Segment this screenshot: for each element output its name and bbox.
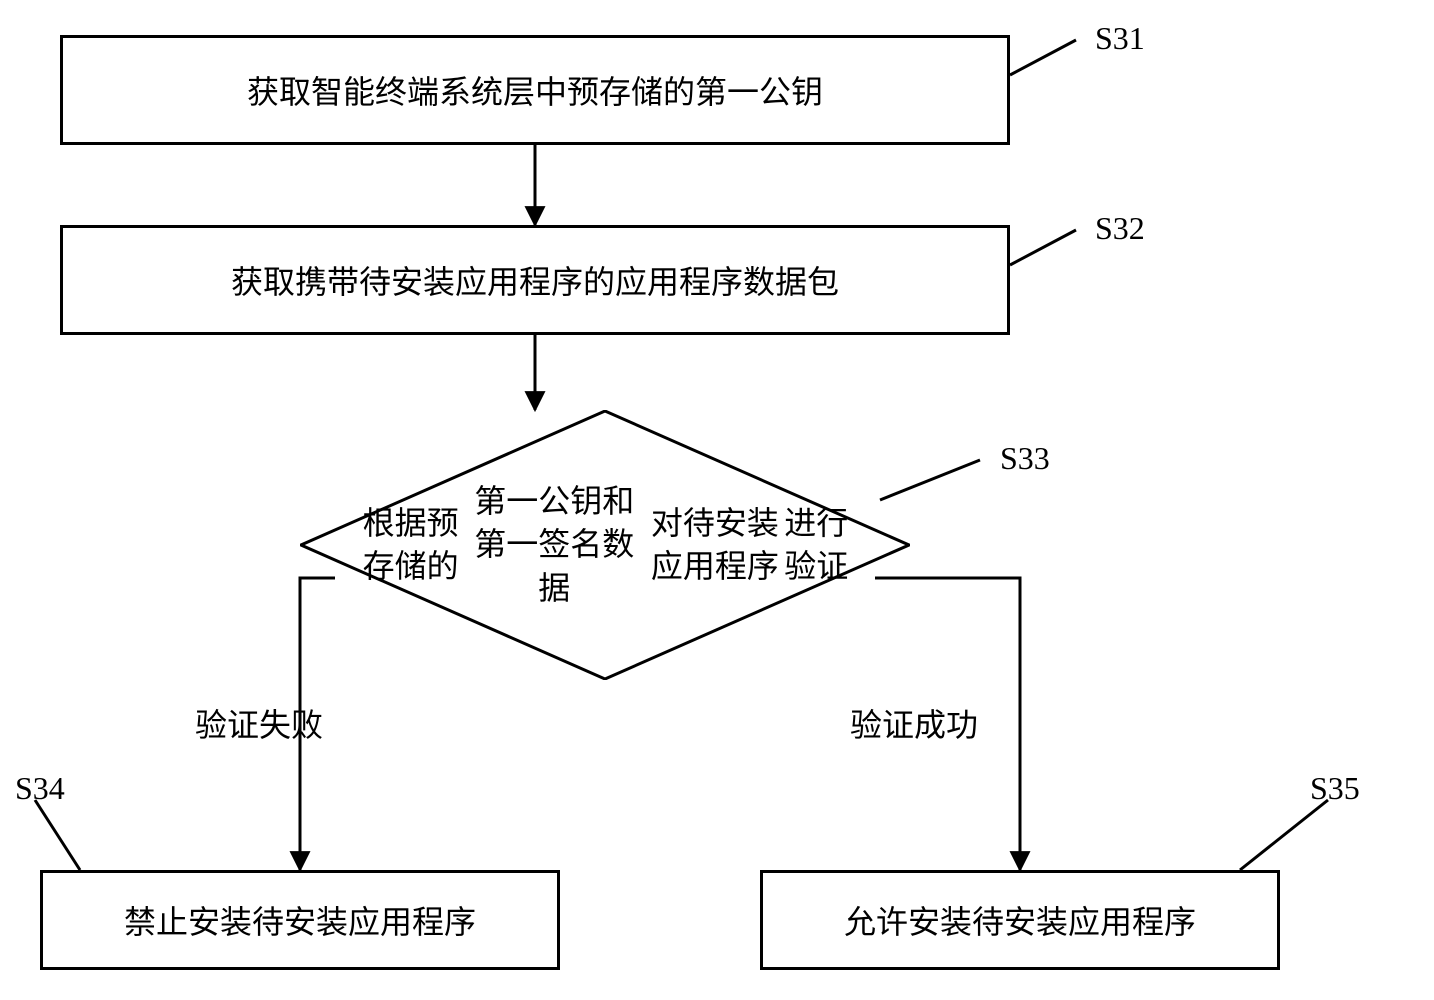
node-label: 允许安装待安装应用程序	[836, 893, 1204, 947]
step-tag-s33: S33	[1000, 440, 1050, 477]
node-s31: 获取智能终端系统层中预存储的第一公钥	[60, 35, 1010, 145]
step-tag-s35: S35	[1310, 770, 1360, 807]
step-tag-s31: S31	[1095, 20, 1145, 57]
node-label: 根据预存储的第一公钥和第一签名数据对待安装应用程序进行验证	[300, 410, 910, 680]
edge-label: 验证成功	[850, 700, 978, 746]
node-label: 禁止安装待安装应用程序	[116, 893, 484, 947]
edge-label: 验证失败	[195, 700, 323, 746]
step-tag-s34: S34	[15, 770, 65, 807]
node-s33: 根据预存储的第一公钥和第一签名数据对待安装应用程序进行验证	[300, 410, 910, 680]
node-s32: 获取携带待安装应用程序的应用程序数据包	[60, 225, 1010, 335]
node-label: 获取携带待安装应用程序的应用程序数据包	[223, 253, 847, 307]
step-tag-s32: S32	[1095, 210, 1145, 247]
node-s35: 允许安装待安装应用程序	[760, 870, 1280, 970]
flowchart-canvas: 获取智能终端系统层中预存储的第一公钥 S31 获取携带待安装应用程序的应用程序数据包…	[0, 0, 1434, 1000]
node-label: 获取智能终端系统层中预存储的第一公钥	[239, 63, 831, 117]
node-s34: 禁止安装待安装应用程序	[40, 870, 560, 970]
